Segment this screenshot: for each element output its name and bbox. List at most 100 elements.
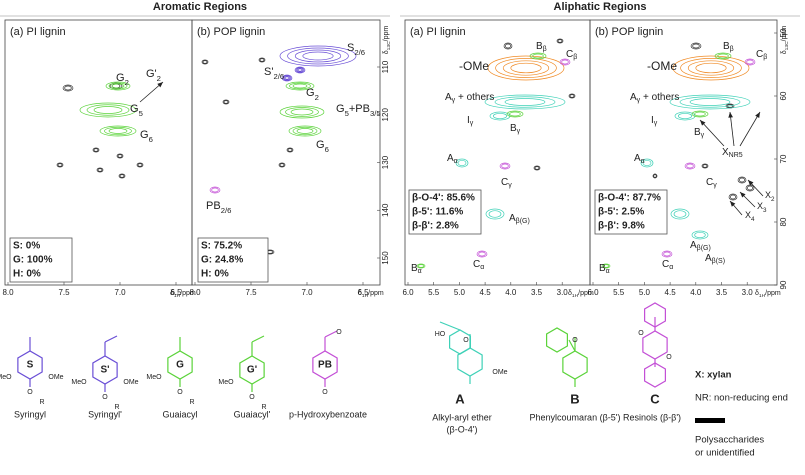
contour [729,194,737,200]
label-sub: β(G) [516,218,530,225]
label-sub: 2 [315,93,319,102]
label-main: A [445,92,452,103]
contour [701,163,709,169]
peak-label: Cγ [706,177,717,190]
contour [694,111,706,117]
contour [223,100,229,104]
peak-label: Bα [411,263,422,276]
contour [690,42,702,50]
contour [492,112,508,120]
structure-name: Guaiacyl' [234,409,271,419]
label-main: δ [568,290,572,297]
atom-label: O [102,394,108,401]
contour [279,45,357,67]
peak-label: Cγ [501,177,512,190]
label-sub: γ [701,132,705,139]
contour [677,112,693,120]
ring-label: S [27,360,34,371]
atom-label: OMe [492,369,507,376]
label-main: A [630,92,637,103]
x-tick-label: 4.5 [665,288,677,297]
label-sub: β [573,54,577,61]
label-main: G [140,129,149,141]
x-tick-label: 4.0 [690,288,702,297]
peak-label: Bγ [510,123,521,136]
section-header: Aromatic Regions [153,1,247,13]
contour [285,107,319,117]
contour [694,231,706,239]
contour [717,53,729,59]
composition-text: H: 0% [13,269,41,280]
label-sub: β(S) [712,258,725,265]
label-main: B [510,123,517,134]
label-sub: 1H [759,293,766,299]
ring-label: G [176,360,184,371]
contour [691,230,709,240]
arrow [699,119,725,147]
y-tick-label: 130 [381,155,390,169]
contour [111,83,125,89]
atom-label: HO [435,331,446,338]
label-main: δ [781,50,788,54]
ring-label: A [455,391,465,406]
peak-label: Aγ + others [630,92,679,105]
composition-text: β-β': 2.8% [412,221,459,232]
arrow-head [740,192,746,198]
contour [285,81,315,91]
contour [56,162,64,168]
contour [455,158,469,168]
contour [297,68,303,72]
label-main: -OMe [459,59,489,73]
label-sub: 2 [771,196,775,203]
label-sub: 2/6 [221,206,232,215]
contour [292,126,318,136]
atom-label: MeO [218,379,234,386]
label-after: /ppm [383,26,390,42]
contour [108,128,128,134]
contour [494,96,556,108]
y-tick-label: 50 [779,28,788,37]
peak-label: G2 [116,72,129,87]
label-sub: 13C [386,41,392,50]
legend-text: NR: non-reducing end [695,393,788,404]
label-sub: 6 [325,145,329,154]
legend-bar [695,418,725,423]
atom-label: R [261,404,266,411]
label-sub: α [454,158,458,165]
y-tick-label: 60 [779,91,788,100]
plot-frame [589,19,778,286]
x-tick-label: 3.5 [531,288,543,297]
peak-label: S'2/6 [264,66,284,81]
arrow-head [728,112,733,118]
structure-name: (β-O-4') [447,424,478,434]
x-tick-label: 7.5 [245,288,257,297]
x-tick-label: 5.5 [613,288,625,297]
x-tick-label: 6.0 [402,288,414,297]
x-tick-label: 3.0 [742,288,754,297]
x-tick-label: 3.5 [716,288,728,297]
atom-label: MeO [71,379,87,386]
peak-label: X4 [745,210,755,223]
x-tick-label: 6.5 [357,288,369,297]
peak-label: -OMe [647,59,677,73]
peak-label: Bβ [723,41,734,54]
peak-label: PB2/6 [206,200,231,215]
label-sub: 2 [125,78,129,87]
label-sub: α [606,268,610,275]
contour [137,163,143,167]
contour [136,162,144,168]
contour [510,62,542,74]
peak-label: X3 [757,201,767,214]
bond [568,339,576,352]
contour [79,102,137,118]
x-tick-label: 6.0 [587,288,599,297]
label-sub: 13C [784,41,790,50]
benzene-ring [457,347,483,377]
label-after: + others [640,92,679,103]
contour [506,110,524,118]
contour [302,51,334,61]
label-main: δ [358,290,362,297]
label-main: G [336,103,345,115]
label-main: δ [755,290,759,297]
